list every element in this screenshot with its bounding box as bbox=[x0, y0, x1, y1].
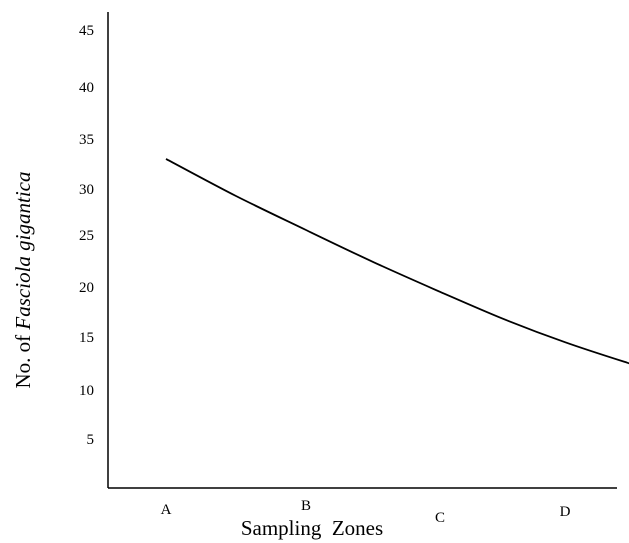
y-tick-label: 15 bbox=[79, 330, 94, 346]
x-axis-title: Sampling Zones bbox=[241, 516, 383, 540]
series-group bbox=[165, 158, 629, 365]
y-tick-label: 20 bbox=[79, 280, 94, 296]
y-tick-label: 5 bbox=[87, 432, 95, 448]
x-tick-label: D bbox=[560, 504, 571, 520]
y-axis-title-prefix: No. of bbox=[11, 330, 35, 389]
y-axis-title-species: Fasciola gigantica bbox=[11, 172, 35, 331]
y-tick-label: 10 bbox=[79, 383, 94, 399]
y-tick-label: 25 bbox=[79, 228, 94, 244]
series-line bbox=[165, 158, 629, 365]
x-tick-label: B bbox=[301, 498, 311, 514]
y-tick-labels: 45 40 35 30 25 20 15 10 5 bbox=[79, 23, 94, 448]
y-axis-title: No. of Fasciola gigantica bbox=[11, 172, 35, 389]
y-tick-label: 35 bbox=[79, 132, 94, 148]
x-tick-label: C bbox=[435, 510, 445, 526]
y-tick-label: 30 bbox=[79, 182, 94, 198]
y-tick-label: 45 bbox=[79, 23, 94, 39]
x-tick-labels: A B C D bbox=[161, 498, 571, 526]
axes bbox=[107, 12, 617, 489]
x-tick-label: A bbox=[161, 502, 172, 518]
y-tick-label: 40 bbox=[79, 80, 94, 96]
